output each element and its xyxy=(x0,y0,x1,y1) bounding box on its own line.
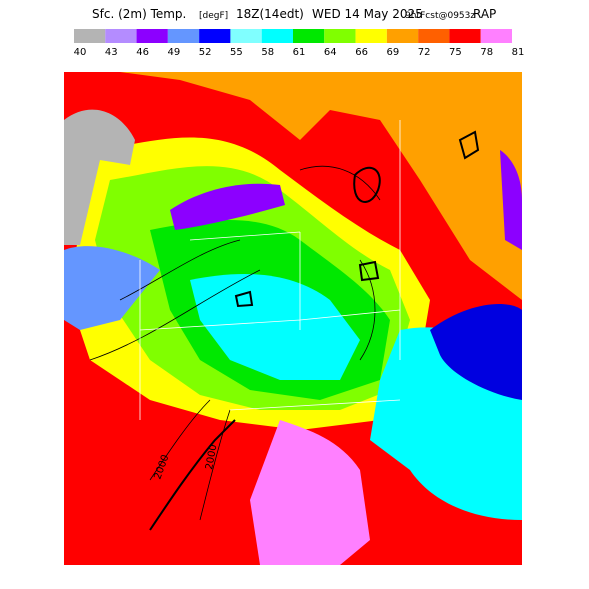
colorbar-label: 49 xyxy=(167,47,180,58)
temp-region xyxy=(500,150,522,250)
colorbar: 40 43 46 49 52 55 58 61 64 66 69 72 75 78 81 xyxy=(74,29,525,58)
colorbar-label: 55 xyxy=(230,47,243,58)
temp-region xyxy=(250,420,370,565)
colorbar-label: 69 xyxy=(386,47,399,58)
colorbar-swatch xyxy=(136,29,168,43)
title-part: WED 14 May 2025 xyxy=(312,7,423,21)
colorbar-swatch xyxy=(418,29,450,43)
colorbar-label: 43 xyxy=(105,47,118,58)
colorbar-swatch xyxy=(386,29,419,43)
colorbar-label: 75 xyxy=(449,47,462,58)
colorbar-swatch xyxy=(74,29,106,43)
colorbar-swatch xyxy=(261,29,293,43)
temp-region xyxy=(64,246,160,330)
map: 2000 2000 xyxy=(64,72,522,565)
temp-region xyxy=(190,274,360,380)
colorbar-swatch xyxy=(293,29,325,43)
colorbar-label: 66 xyxy=(355,47,368,58)
colorbar-label: 72 xyxy=(418,47,431,58)
colorbar-label: 61 xyxy=(293,47,306,58)
title-part: RAP xyxy=(473,7,496,21)
colorbar-label: 40 xyxy=(74,47,87,58)
temp-region xyxy=(64,320,200,565)
colorbar-swatch xyxy=(105,29,137,43)
colorbar-swatch xyxy=(324,29,356,43)
colorbar-label: 58 xyxy=(261,47,274,58)
title: Sfc. (2m) Temp. [degF] 18Z(14edt) WED 14… xyxy=(92,7,496,21)
colorbar-label: 46 xyxy=(136,47,149,58)
temp-region xyxy=(64,72,522,300)
colorbar-label: 78 xyxy=(480,47,493,58)
colorbar-swatch xyxy=(230,29,262,43)
title-part: 9hrFcst@0953z xyxy=(405,11,475,21)
temp-region xyxy=(430,304,522,400)
title-part: 18Z(14edt) xyxy=(236,7,304,21)
colorbar-swatch xyxy=(199,29,231,43)
state-border xyxy=(139,120,401,420)
colorbar-swatch xyxy=(355,29,387,43)
temp-region xyxy=(64,109,135,245)
colorbar-swatch xyxy=(449,29,481,43)
colorbar-label: 81 xyxy=(512,47,525,58)
colorbar-label: 52 xyxy=(199,47,212,58)
contour-line xyxy=(89,165,381,521)
title-part: Sfc. (2m) Temp. xyxy=(92,7,186,21)
colorbar-swatch xyxy=(167,29,200,43)
title-part: [degF] xyxy=(199,11,228,21)
temp-region xyxy=(170,183,285,230)
colorbar-swatch xyxy=(480,29,512,43)
colorbar-label: 64 xyxy=(324,47,337,58)
contour-line xyxy=(149,130,480,531)
contour-label: 2000 xyxy=(204,444,219,471)
